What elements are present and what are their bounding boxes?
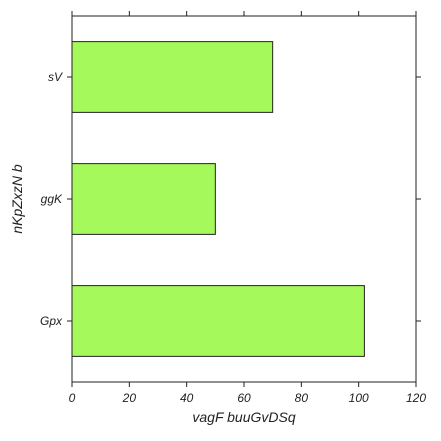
x-axis-label: vagF buuGvDSq (192, 409, 295, 425)
x-tick-label: 20 (122, 391, 137, 405)
x-tick-label: 120 (406, 391, 426, 405)
x-tick-label: 0 (69, 391, 76, 405)
category-label: Gpx (40, 314, 63, 328)
x-tick-label: 40 (180, 391, 194, 405)
x-tick-label: 60 (237, 391, 251, 405)
category-label: sV (48, 70, 63, 84)
x-tick-label: 80 (295, 391, 309, 405)
x-tick-label: 100 (349, 391, 369, 405)
ticks-layer: sV ggK Gpx 0 20 40 60 80 100 120 (40, 11, 426, 405)
category-label: ggK (41, 192, 63, 206)
bar-ggK (71, 163, 216, 235)
bar-sV (71, 41, 274, 113)
y-axis-label: nKpZxzN b (9, 164, 25, 233)
bar-Gpx (71, 285, 365, 357)
bars-layer (71, 41, 365, 357)
